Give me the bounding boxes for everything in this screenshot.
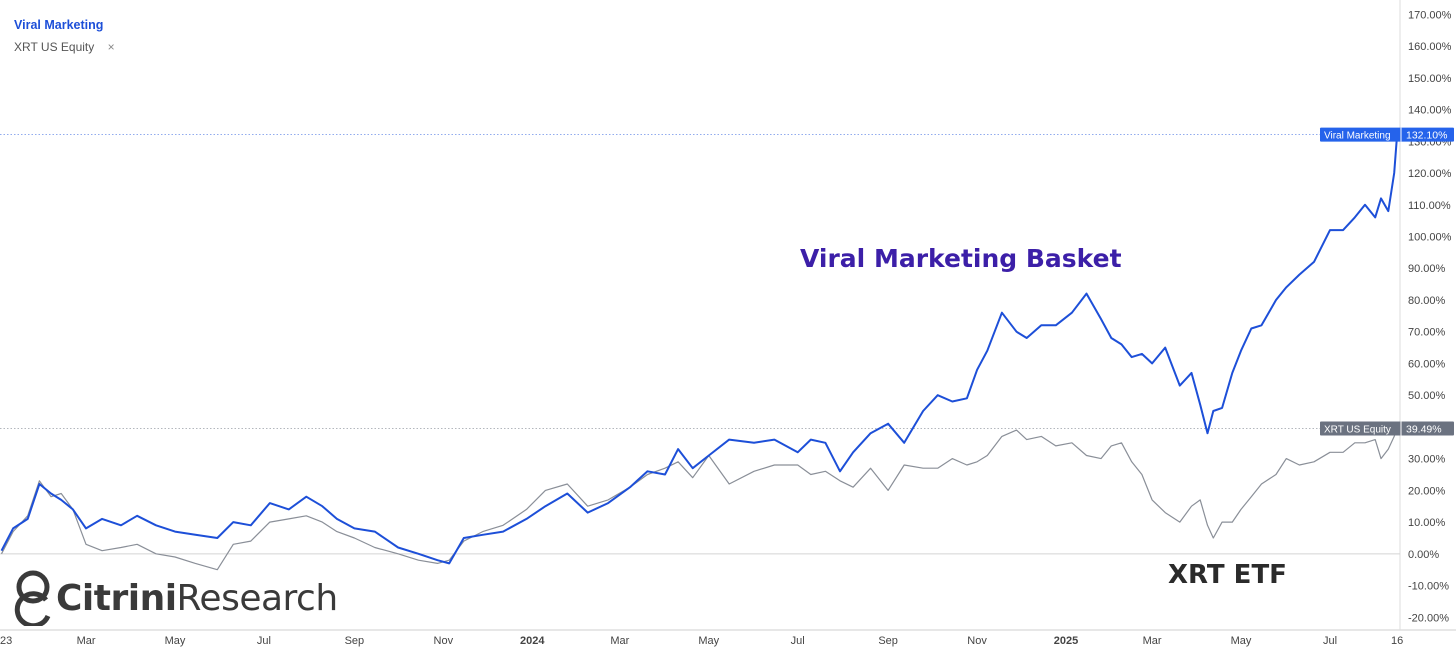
x-tick-label: 16: [1391, 635, 1403, 647]
annotation-viral-marketing-basket: Viral Marketing Basket: [800, 244, 1122, 273]
y-tick-label: 0.00%: [1408, 549, 1439, 561]
legend-label-viral-marketing: Viral Marketing: [14, 18, 104, 32]
x-tick-label: Jul: [257, 635, 271, 647]
y-tick-label: 90.00%: [1408, 263, 1446, 275]
legend-label-xrt: XRT US Equity: [14, 40, 95, 54]
logo-word-citrini: Citrini: [56, 577, 177, 619]
y-tick-label: -10.00%: [1408, 581, 1449, 593]
logo-word-research: Research: [176, 577, 339, 619]
x-tick-label: Jul: [1323, 635, 1337, 647]
last-value-tag: [1320, 127, 1454, 142]
annotation-xrt-etf: XRT ETF: [1168, 560, 1287, 590]
y-tick-label: 60.00%: [1408, 358, 1446, 370]
x-tick-label: Mar: [1143, 635, 1162, 647]
x-tick-label: Mar: [77, 635, 96, 647]
y-tick-label: 50.00%: [1408, 390, 1446, 402]
x-tick-label: Sep: [345, 635, 365, 647]
x-tick-label: Nov: [434, 635, 454, 647]
last-value-tag: [1320, 421, 1454, 436]
y-tick-label: 140.00%: [1408, 105, 1452, 117]
y-tick-label: 110.00%: [1408, 200, 1451, 212]
y-tick-label: -20.00%: [1408, 612, 1449, 624]
last-value-label: 132.10%: [1406, 130, 1447, 142]
last-value-series-name: Viral Marketing: [1324, 131, 1391, 142]
citrini-research-logo: Citrini Research: [12, 568, 338, 628]
y-tick-label: 160.00%: [1408, 41, 1452, 53]
y-tick-label: 70.00%: [1408, 327, 1446, 339]
y-tick-label: 150.00%: [1408, 73, 1452, 85]
x-tick-label: Mar: [610, 635, 629, 647]
x-tick-label: Sep: [878, 635, 898, 647]
series-line: [0, 134, 1399, 565]
x-tick-label: May: [1231, 635, 1252, 647]
y-tick-label: 20.00%: [1408, 485, 1446, 497]
x-tick-label: 2024: [520, 635, 545, 647]
citrini-logo-icon: [14, 570, 51, 626]
x-tick-label: May: [698, 635, 719, 647]
x-tick-label: 2025: [1054, 635, 1078, 647]
y-tick-label: 30.00%: [1408, 454, 1446, 466]
x-tick-label: Jul: [791, 635, 805, 647]
x-tick-label: May: [165, 635, 186, 647]
y-tick-label: 120.00%: [1408, 168, 1452, 180]
legend-item-xrt[interactable]: XRT US Equity ×: [14, 36, 115, 58]
y-tick-label: 10.00%: [1408, 517, 1446, 529]
y-tick-label: 100.00%: [1408, 231, 1452, 243]
x-tick-label: 23: [0, 635, 12, 647]
y-tick-label: 170.00%: [1408, 9, 1452, 21]
last-value-series-name: XRT US Equity: [1324, 425, 1391, 436]
series-line: [0, 428, 1398, 571]
chart-legend: Viral Marketing XRT US Equity ×: [14, 14, 115, 58]
y-tick-label: 80.00%: [1408, 295, 1446, 307]
x-tick-label: Nov: [967, 635, 987, 647]
legend-item-viral-marketing[interactable]: Viral Marketing: [14, 14, 115, 36]
close-icon[interactable]: ×: [107, 40, 115, 54]
last-value-label: 39.49%: [1406, 424, 1442, 436]
